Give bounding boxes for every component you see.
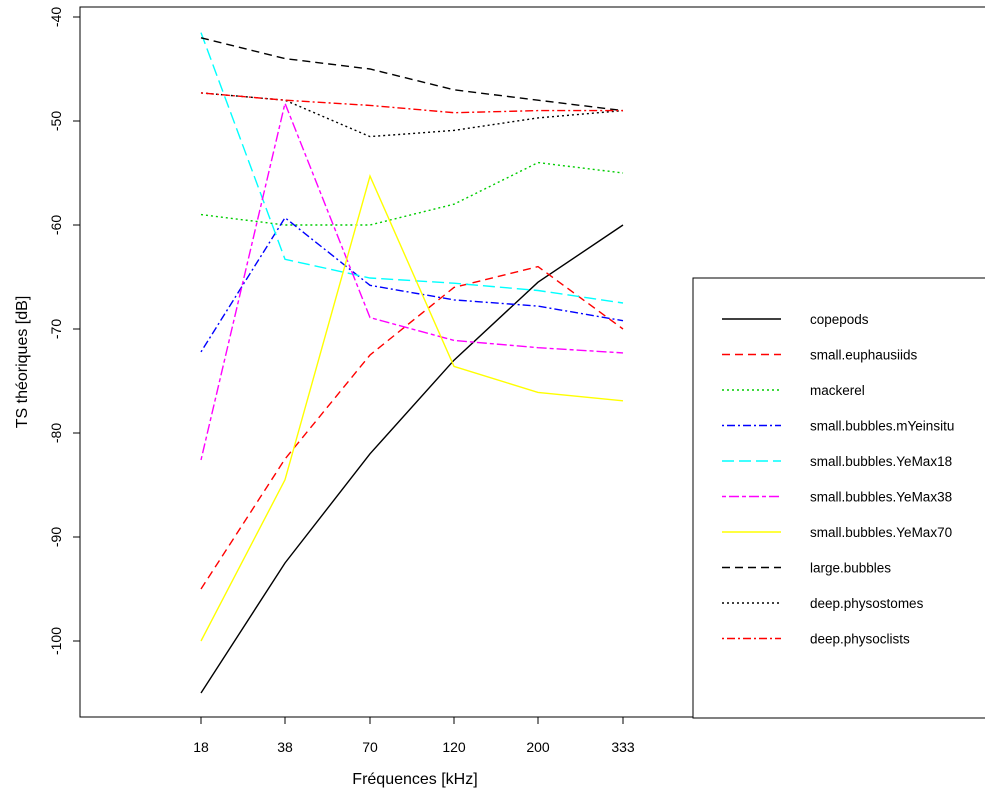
x-axis: 18 38 70 120 200 333 <box>193 716 635 755</box>
x-tick-label: 200 <box>526 739 550 755</box>
legend-label: small.euphausiids <box>810 348 918 363</box>
legend-label: deep.physoclists <box>810 632 910 647</box>
legend-label: copepods <box>810 312 869 327</box>
y-tick-label: -80 <box>48 423 64 443</box>
legend-label: small.bubbles.YeMax70 <box>810 525 952 540</box>
series-line-small-bubbles-YeMax38 <box>200 100 624 461</box>
x-tick-label: 333 <box>611 739 635 755</box>
series-line-small-euphausiids <box>200 265 624 590</box>
y-tick-label: -90 <box>48 527 64 547</box>
y-tick-label: -100 <box>48 627 64 655</box>
legend-box <box>692 277 985 719</box>
legend-label: small.bubbles.YeMax38 <box>810 490 952 505</box>
y-axis: -40 -50 -60 -70 -80 -90 -100 <box>48 7 81 655</box>
legend-label: small.bubbles.YeMax18 <box>810 454 952 469</box>
series-line-small-bubbles-YeMax18 <box>200 32 624 304</box>
legend-label: mackerel <box>810 383 865 398</box>
x-tick-label: 38 <box>277 739 293 755</box>
series-line-large-bubbles <box>200 37 624 112</box>
y-tick-label: -50 <box>48 111 64 131</box>
series-line-deep-physoclists <box>200 92 623 114</box>
y-tick-label: -60 <box>48 215 64 235</box>
series-layer <box>200 32 624 694</box>
legend-label: large.bubbles <box>810 561 891 576</box>
series-line-small-bubbles-YeMax70 <box>200 174 624 642</box>
legend: copepods small.euphausiids mackerel small.b… <box>692 277 985 719</box>
series-line-copepods <box>200 224 624 694</box>
x-tick-label: 18 <box>193 739 209 755</box>
x-tick-label: 120 <box>442 739 466 755</box>
x-tick-label: 70 <box>362 739 378 755</box>
legend-label: deep.physostomes <box>810 596 924 611</box>
y-tick-label: -70 <box>48 319 64 339</box>
y-tick-label: -40 <box>48 7 64 27</box>
series-line-small-bubbles-mYeinsitu <box>200 216 624 353</box>
series-line-mackerel <box>200 161 624 226</box>
legend-label: small.bubbles.mYeinsitu <box>810 419 954 434</box>
y-axis-label: TS théoriques [dB] <box>14 296 31 429</box>
x-axis-label: Fréquences [kHz] <box>352 771 477 788</box>
